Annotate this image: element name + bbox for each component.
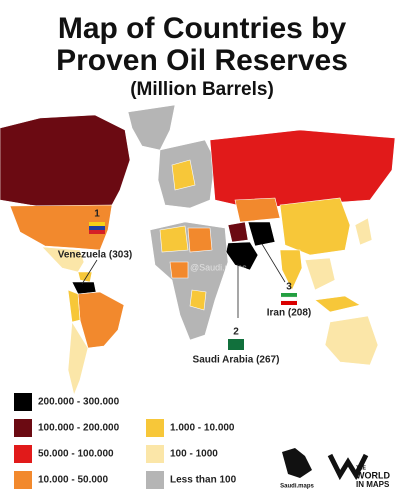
flag (228, 339, 244, 350)
callout-label: Saudi Arabia (267) (193, 355, 280, 366)
legend-label: 50.000 - 100.000 (38, 449, 114, 460)
legend-label: 100.000 - 200.000 (38, 423, 120, 434)
legend-swatch (14, 393, 32, 411)
legend-swatch (14, 445, 32, 463)
callout-line (81, 259, 98, 285)
legend-swatch (146, 445, 164, 463)
callout-label: Venezuela (303) (58, 250, 132, 261)
callout-rank: 3 (286, 282, 292, 293)
flag (89, 226, 105, 230)
logo-text: Saudi.maps (280, 484, 314, 490)
flag (280, 296, 298, 302)
world-map (0, 104, 396, 396)
flag (89, 230, 105, 234)
legend-swatch (14, 471, 32, 489)
legend-label: 1.000 - 10.000 (170, 423, 235, 434)
legend: 200.000 - 300.000 100.000 - 200.000 50.000… (14, 393, 237, 489)
flag (281, 293, 297, 297)
logo-text: THE (356, 465, 367, 471)
callout-rank: 1 (94, 209, 100, 220)
callout-label: Iran (208) (267, 308, 311, 319)
flag (89, 222, 105, 226)
legend-swatch (146, 419, 164, 437)
legend-swatch (14, 419, 32, 437)
legend-label: 10.000 - 50.000 (38, 475, 108, 486)
title-line: Map of Countries by (58, 12, 347, 45)
logo-text: WORLD (356, 470, 390, 480)
logo-text: IN MAPS (356, 480, 390, 489)
legend-label: 200.000 - 300.000 (38, 397, 120, 408)
watermark: @Saudi.maps (190, 262, 247, 272)
legend-swatch (146, 471, 164, 489)
logo-icon (327, 453, 369, 481)
flag (281, 301, 297, 305)
legend-label: Less than 100 (170, 475, 237, 486)
legend-label: 100 - 1000 (170, 449, 218, 460)
title-line: Proven Oil Reserves (56, 44, 348, 77)
logo-icon (282, 448, 312, 478)
callout-rank: 2 (233, 327, 239, 338)
subtitle: (Million Barrels) (130, 79, 274, 100)
callout-line (261, 243, 286, 283)
